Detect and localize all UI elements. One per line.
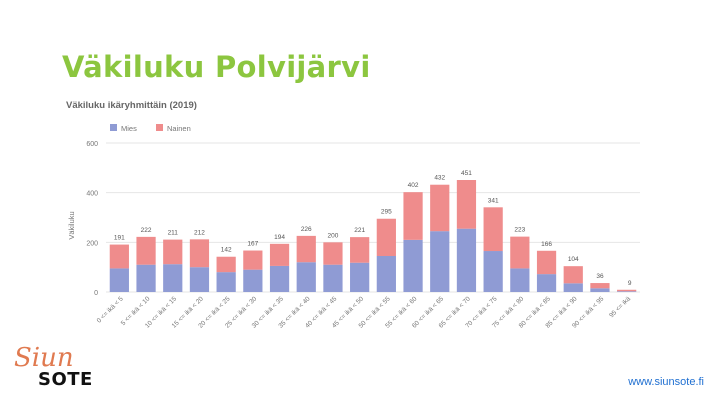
- bar-total-label: 194: [274, 234, 285, 241]
- y-axis-label: Väkiluku: [67, 211, 76, 239]
- bar-mies: [456, 228, 477, 292]
- bar-total-label: 221: [354, 227, 365, 234]
- bar-nainen: [456, 180, 477, 229]
- bar-mies: [483, 251, 503, 292]
- bar-nainen: [350, 237, 370, 263]
- bar-nainen: [617, 289, 637, 292]
- bar-total-label: 9: [628, 280, 632, 287]
- logo-script: Siun: [14, 343, 74, 373]
- bar-nainen: [216, 256, 236, 273]
- bar-total-label: 166: [541, 241, 552, 248]
- bar-total-label: 200: [328, 232, 339, 239]
- bar-mies: [163, 264, 183, 292]
- bar-total-label: 402: [408, 182, 419, 189]
- bar-mies: [563, 283, 583, 292]
- bar-nainen: [510, 236, 530, 269]
- bar-mies: [536, 274, 557, 292]
- bar-nainen: [323, 242, 343, 265]
- bar-mies: [323, 264, 343, 292]
- bar-nainen: [136, 236, 156, 265]
- bar-nainen: [376, 218, 396, 256]
- bar-mies: [376, 255, 396, 292]
- bar-nainen: [403, 192, 423, 240]
- bar-total-label: 222: [141, 227, 152, 234]
- y-tick-label: 400: [86, 191, 98, 198]
- y-tick-label: 600: [86, 141, 98, 148]
- bar-nainen: [563, 266, 583, 284]
- bar-nainen: [163, 239, 183, 265]
- bar-mies: [296, 262, 316, 292]
- bar-mies: [189, 267, 210, 292]
- bar-mies: [617, 291, 637, 292]
- bar-mies: [269, 265, 290, 292]
- x-tick-label: 95 <= ikä: [608, 295, 632, 319]
- bar-total-label: 191: [114, 235, 125, 242]
- bar-total-label: 142: [221, 247, 232, 254]
- y-tick-label: 0: [94, 290, 98, 297]
- bar-mies: [510, 268, 530, 292]
- bar-total-label: 211: [168, 230, 179, 237]
- footer-url-link[interactable]: www.siunsote.fi: [628, 376, 704, 388]
- stacked-bar-chart: Väkiluku ikäryhmittäin (2019) Mies Nainen 0…: [66, 100, 640, 330]
- bar-total-label: 295: [381, 209, 392, 216]
- bar-nainen: [430, 184, 450, 232]
- bar-total-label: 223: [514, 227, 525, 234]
- bar-total-label: 167: [247, 241, 258, 248]
- bar-mies: [430, 231, 450, 292]
- bar-total-label: 226: [301, 226, 312, 233]
- bar-nainen: [189, 239, 210, 268]
- bar-total-label: 104: [568, 256, 579, 263]
- bar-nainen: [296, 235, 316, 263]
- siun-sote-logo: Siun SOTE: [10, 343, 95, 395]
- bar-total-label: 432: [434, 175, 445, 182]
- bar-nainen: [536, 250, 557, 275]
- bar-nainen: [269, 243, 290, 266]
- bar-mies: [350, 262, 370, 292]
- logo-text: SOTE: [38, 369, 93, 390]
- bar-total-label: 212: [194, 229, 205, 236]
- bar-mies: [590, 288, 610, 292]
- bar-mies: [403, 239, 423, 292]
- chart-container: Väkiluku ikäryhmittäin (2019) Mies Nainen 0…: [60, 95, 645, 340]
- bar-mies: [216, 272, 236, 292]
- chart-title: Väkiluku ikäryhmittäin (2019): [66, 100, 197, 111]
- legend-label-mies: Mies: [121, 124, 137, 133]
- bar-nainen: [590, 283, 610, 289]
- bar-mies: [243, 269, 263, 292]
- legend-swatch-mies: [110, 124, 117, 131]
- legend-swatch-nainen: [156, 124, 163, 131]
- bar-nainen: [109, 244, 129, 269]
- bar-total-label: 36: [596, 273, 604, 280]
- bar-mies: [136, 264, 156, 292]
- y-tick-label: 200: [86, 240, 98, 247]
- bar-total-label: 451: [461, 170, 472, 177]
- bar-nainen: [483, 207, 503, 252]
- bar-total-label: 341: [488, 197, 499, 204]
- bar-mies: [109, 268, 129, 292]
- bar-nainen: [243, 250, 263, 270]
- legend-label-nainen: Nainen: [167, 124, 191, 133]
- slide-title: Väkiluku Polvijärvi: [62, 50, 371, 84]
